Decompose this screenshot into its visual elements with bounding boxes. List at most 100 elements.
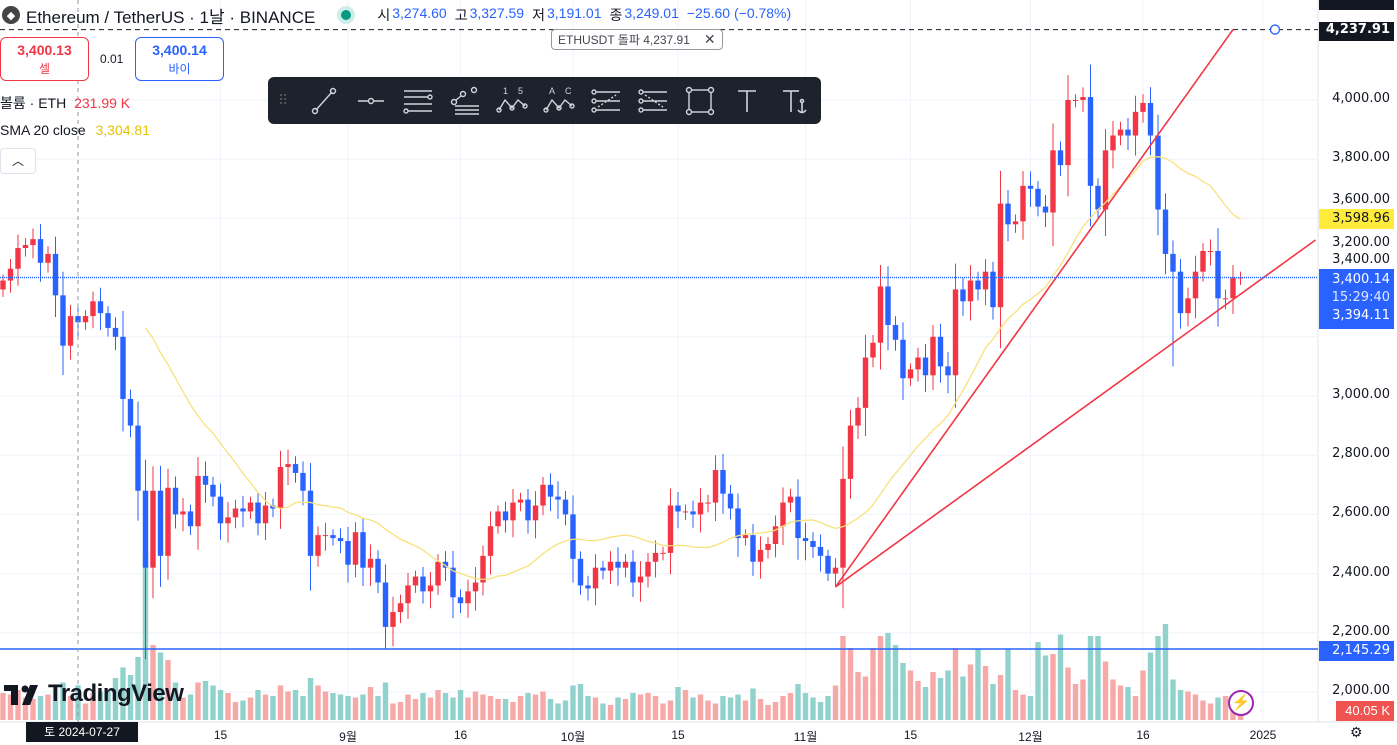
alert-label[interactable]: ETHUSDT 돌파 4,237.91 ✕ xyxy=(551,29,723,50)
volume-bar xyxy=(75,685,81,720)
trend-line-tool-icon[interactable] xyxy=(300,81,347,121)
volume-bar xyxy=(795,684,801,720)
volume-bar xyxy=(1005,649,1011,720)
volume-bar xyxy=(1192,694,1199,720)
candle-body xyxy=(1102,150,1109,210)
text-tool-icon[interactable] xyxy=(723,81,770,121)
candle-body xyxy=(1222,298,1229,300)
volume-legend[interactable]: 볼륨 · ETH 231.99 K xyxy=(0,93,130,113)
sma-legend-value: 3,304.81 xyxy=(95,122,151,138)
sma-legend[interactable]: SMA 20 close 3,304.81 xyxy=(0,122,150,138)
candle-body xyxy=(465,591,471,604)
candle-body xyxy=(495,511,501,527)
candle-body xyxy=(22,245,29,248)
volume-bar xyxy=(975,649,981,720)
candle-body xyxy=(472,582,479,592)
pitchfork-tool-icon[interactable] xyxy=(441,81,488,121)
volume-bar xyxy=(517,696,524,720)
volume-bar xyxy=(892,645,899,720)
tradingview-logo[interactable]: TradingView xyxy=(4,680,184,708)
candle-body xyxy=(742,535,749,539)
volume-bar xyxy=(630,693,636,720)
collapse-legend-button[interactable]: ︿ xyxy=(0,148,36,174)
candle-body xyxy=(45,253,51,263)
volume-bar xyxy=(1125,687,1131,720)
sell-price: 3,400.13 xyxy=(17,42,72,58)
candle-body xyxy=(30,239,36,246)
candle-body xyxy=(735,508,741,539)
candle-body xyxy=(1140,102,1146,112)
volume-bar xyxy=(360,694,366,720)
volume-bar xyxy=(37,696,44,720)
short-position-tool-icon[interactable] xyxy=(629,81,676,121)
volume-bar xyxy=(697,694,704,720)
volume-bar xyxy=(570,685,576,720)
top-price-label xyxy=(1319,0,1394,10)
candle-body xyxy=(120,336,126,399)
candle-body xyxy=(615,561,621,568)
volume-bar xyxy=(165,660,171,720)
candle-body xyxy=(795,496,801,539)
settings-icon[interactable]: ⚙ xyxy=(1350,724,1363,740)
volume-bar xyxy=(390,703,396,720)
candles xyxy=(0,64,1244,660)
volume-bar xyxy=(735,694,741,720)
volume-bar xyxy=(607,705,614,720)
volume-bar xyxy=(135,657,141,720)
hline-price-label: 2,145.29 xyxy=(1319,641,1394,661)
candle-body xyxy=(705,502,711,504)
candle-body xyxy=(352,532,359,565)
alert-handle-icon xyxy=(1269,24,1281,35)
volume-bar xyxy=(525,693,531,720)
volume-bar xyxy=(1102,661,1109,720)
candle-body xyxy=(187,511,194,527)
drag-handle-icon[interactable]: ⠿ xyxy=(278,92,288,108)
candle-body xyxy=(307,490,314,556)
candle-body xyxy=(1057,150,1064,166)
svg-text:C: C xyxy=(565,86,572,96)
sell-button[interactable]: 3,400.13 셀 xyxy=(0,37,89,81)
close-icon[interactable]: ✕ xyxy=(703,31,716,47)
volume-bar xyxy=(1140,670,1146,720)
volume-bar xyxy=(345,696,351,720)
volume-bar xyxy=(232,702,239,720)
volume-bar xyxy=(450,697,456,720)
candle-body xyxy=(592,567,599,589)
candle-body xyxy=(1125,129,1131,136)
anchored-text-tool-icon[interactable] xyxy=(770,81,817,121)
candle-body xyxy=(262,505,269,524)
lightning-icon[interactable]: ⚡ xyxy=(1228,690,1254,716)
volume-bar xyxy=(105,690,111,720)
parallel-channel-tool-icon[interactable] xyxy=(394,81,441,121)
price-tick-label: 3,800.00 xyxy=(1332,150,1390,166)
volume-bar xyxy=(292,690,299,720)
volume-bar xyxy=(592,697,599,720)
horizontal-ray-tool-icon[interactable] xyxy=(347,81,394,121)
buy-button[interactable]: 3,400.14 바이 xyxy=(135,37,224,81)
candle-body xyxy=(217,496,224,524)
price-tick-label: 2,800.00 xyxy=(1332,446,1390,462)
volume-bar xyxy=(0,693,6,720)
volume-bar xyxy=(112,678,119,720)
volume-bar xyxy=(870,648,876,720)
symbol-title[interactable]: Ethereum / TetherUS · 1날 · BINANCE xyxy=(26,7,316,27)
candle-body xyxy=(540,484,546,506)
candle-body xyxy=(577,558,584,586)
candle-body xyxy=(660,552,666,554)
volume-bar xyxy=(825,696,831,720)
rectangle-tool-icon[interactable] xyxy=(676,81,723,121)
candle-body xyxy=(922,357,929,376)
svg-text:5: 5 xyxy=(518,86,523,96)
low-value: 3,191.01 xyxy=(546,5,602,21)
candle-body xyxy=(652,552,659,562)
candle-body xyxy=(60,295,66,346)
candle-body xyxy=(772,526,779,544)
candle-body xyxy=(7,268,14,281)
volume-bar xyxy=(1065,667,1071,720)
volume-bar xyxy=(427,697,434,720)
long-position-tool-icon[interactable] xyxy=(582,81,629,121)
volume-bar xyxy=(30,699,36,720)
